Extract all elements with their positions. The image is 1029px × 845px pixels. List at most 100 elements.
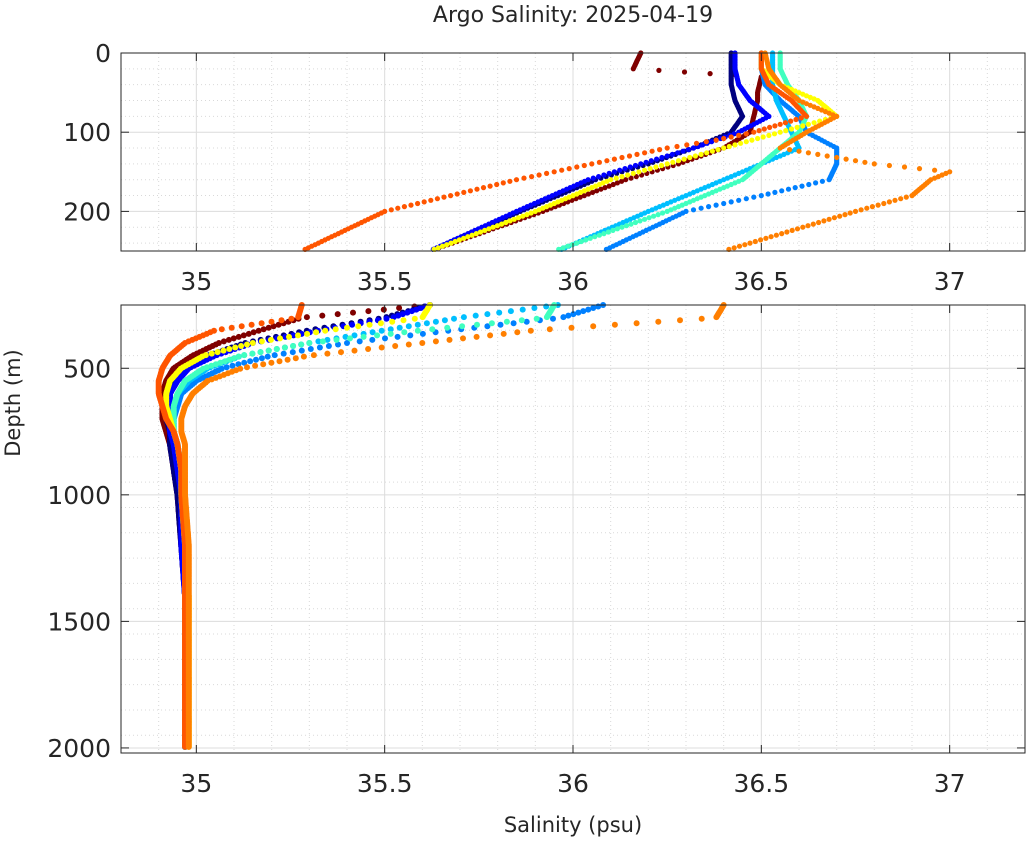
data-point: [843, 156, 849, 162]
data-point: [763, 235, 769, 241]
data-point: [653, 164, 659, 170]
x-tick-label: 36: [557, 769, 589, 798]
data-point: [265, 347, 272, 354]
data-point: [611, 321, 618, 328]
data-point: [681, 156, 687, 162]
data-point: [777, 145, 783, 151]
data-point: [655, 318, 662, 325]
data-point: [258, 338, 265, 345]
data-point: [332, 326, 339, 333]
data-point: [779, 231, 785, 237]
data-point: [788, 118, 794, 124]
data-point: [319, 338, 326, 345]
data-point: [728, 199, 734, 205]
data-point: [377, 320, 384, 327]
data-point: [794, 124, 800, 130]
data-point: [785, 186, 792, 192]
data-point: [560, 314, 567, 321]
data-point: [208, 362, 215, 369]
data-point: [731, 245, 737, 251]
profile-series: [726, 50, 953, 252]
data-point: [313, 329, 320, 336]
data-point: [276, 358, 283, 365]
data-point: [380, 306, 387, 313]
data-point: [901, 164, 908, 170]
data-point: [264, 353, 271, 360]
data-point: [488, 320, 495, 327]
data-point: [307, 346, 314, 352]
data-point: [543, 314, 550, 321]
data-point: [892, 197, 898, 203]
data-point: [456, 237, 462, 243]
data-point: [606, 170, 612, 176]
data-point: [278, 317, 285, 324]
data-point: [281, 344, 288, 351]
profile-series: [178, 302, 727, 750]
data-point: [768, 234, 774, 240]
y-tick-label: 200: [63, 197, 111, 226]
x-tick-label: 36.5: [733, 769, 789, 798]
data-point: [574, 240, 580, 246]
data-point: [864, 205, 870, 211]
data-point: [777, 121, 783, 127]
data-point: [655, 212, 661, 218]
data-point: [604, 158, 610, 164]
data-point: [220, 338, 227, 345]
data-point: [395, 205, 401, 211]
data-point: [238, 343, 245, 349]
upper-major-grid: [121, 53, 1025, 251]
data-point: [405, 323, 412, 330]
data-point: [916, 166, 923, 172]
data-point: [532, 208, 538, 214]
data-point: [772, 189, 778, 195]
data-point: [490, 224, 496, 230]
data-point: [858, 207, 864, 213]
data-point: [692, 153, 699, 159]
data-point: [550, 315, 556, 322]
data-point: [387, 330, 394, 337]
data-point: [932, 167, 938, 173]
data-point: [459, 323, 466, 330]
data-point: [415, 200, 421, 207]
data-point: [703, 139, 709, 145]
data-point: [400, 317, 407, 324]
data-point: [396, 305, 403, 311]
data-point: [656, 67, 662, 73]
data-point: [428, 197, 434, 203]
data-point: [388, 207, 394, 213]
data-point: [518, 317, 525, 324]
data-point: [569, 242, 575, 248]
data-point: [444, 242, 450, 248]
data-point: [444, 324, 451, 331]
data-point: [349, 321, 356, 328]
data-point: [747, 240, 753, 246]
data-point: [642, 167, 648, 173]
data-point: [596, 159, 603, 165]
data-point: [520, 213, 526, 219]
data-point: [766, 132, 772, 138]
data-point: [819, 178, 826, 184]
data-point: [474, 186, 480, 192]
data-point: [338, 349, 344, 356]
data-point: [574, 164, 580, 170]
data-point: [590, 189, 596, 195]
data-point: [837, 213, 843, 219]
data-point: [610, 227, 616, 233]
data-point: [260, 326, 267, 333]
data-point: [693, 140, 700, 146]
data-point: [700, 142, 706, 148]
data-point: [585, 306, 592, 313]
data-point: [223, 364, 230, 371]
data-point: [751, 129, 757, 135]
chart-title: Argo Salinity: 2025-04-19: [433, 3, 713, 28]
data-point: [881, 200, 887, 207]
data-point: [587, 235, 593, 241]
data-point: [601, 172, 607, 178]
x-axis-label: Salinity (psu): [504, 813, 642, 837]
data-point: [378, 344, 385, 351]
data-point: [598, 186, 604, 192]
data-point: [800, 224, 806, 230]
data-point: [369, 329, 376, 336]
x-tick-label: 36.5: [733, 267, 789, 296]
data-point: [232, 344, 239, 351]
